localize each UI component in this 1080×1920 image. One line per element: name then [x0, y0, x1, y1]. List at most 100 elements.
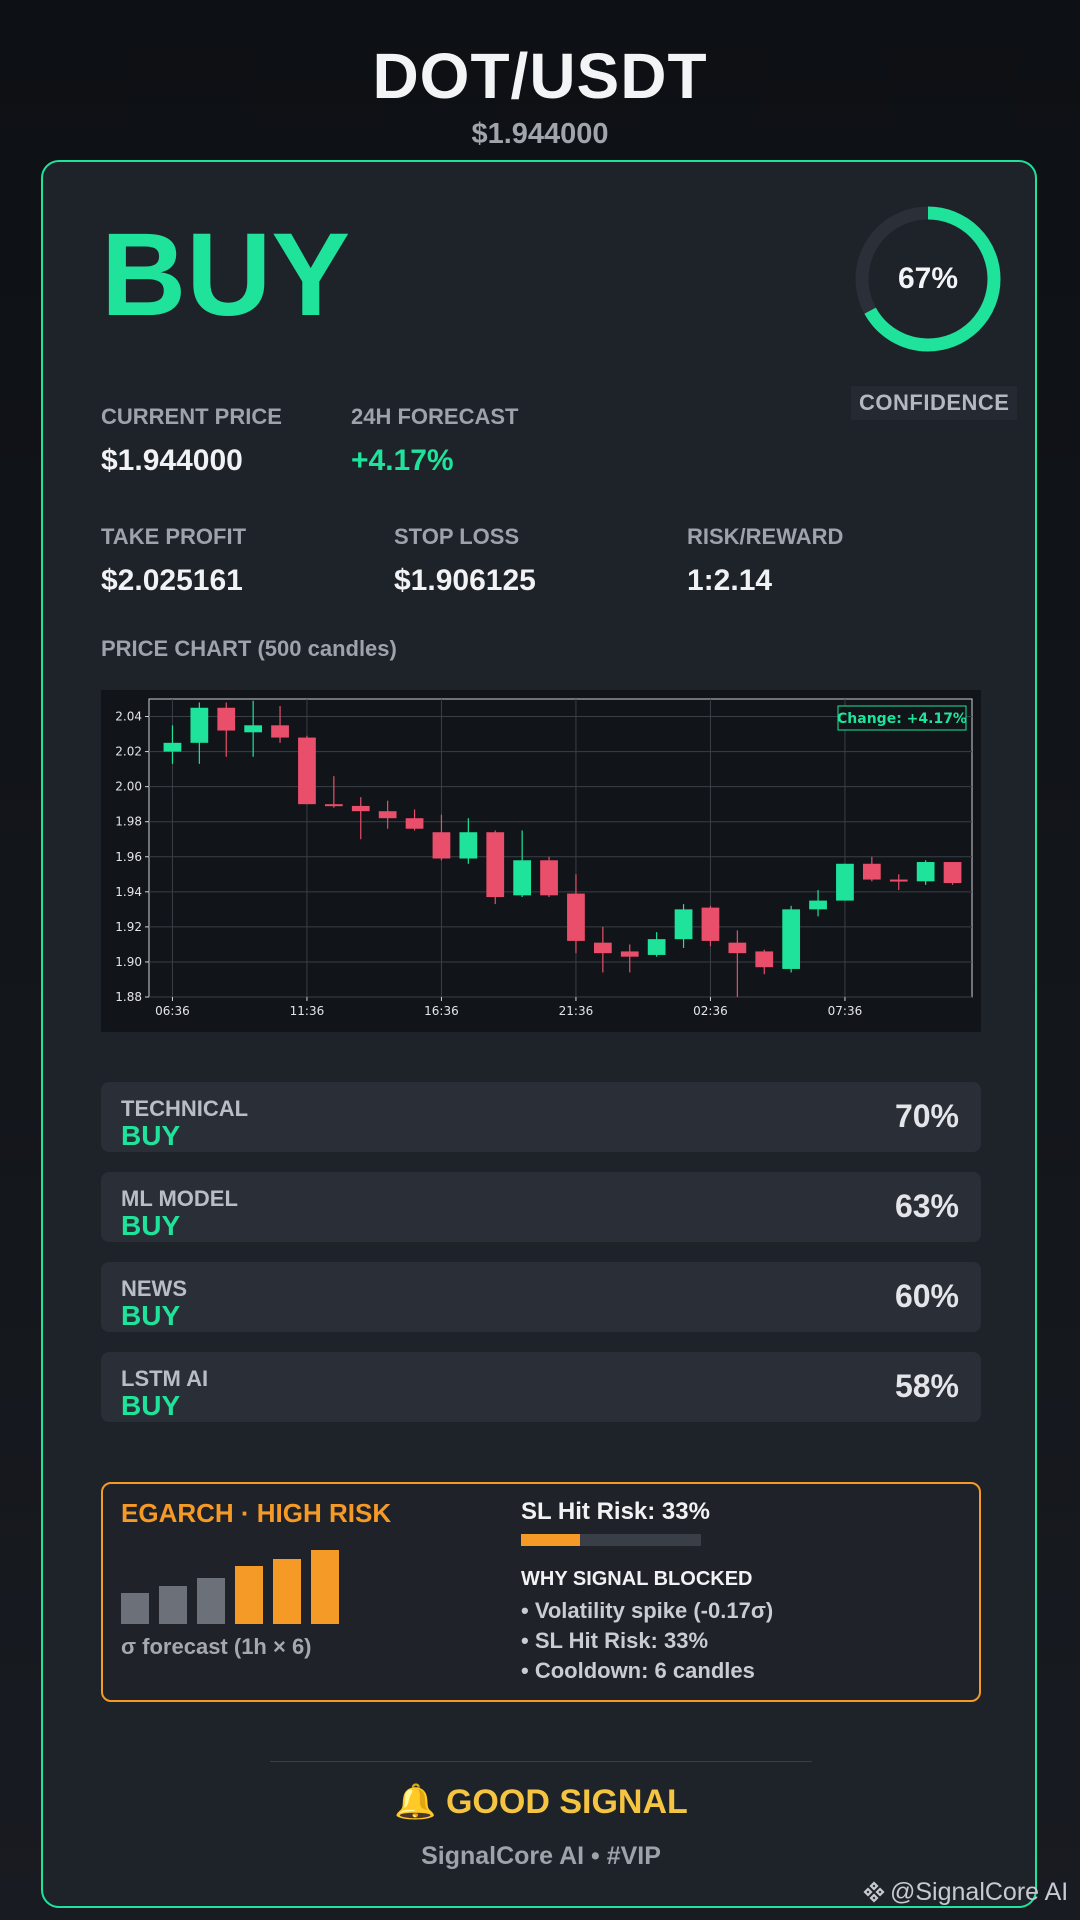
risk-reward-label: RISK/REWARD	[687, 524, 844, 549]
analysis-confidence: 58%	[894, 1368, 959, 1404]
y-tick-label: 1.90	[115, 955, 142, 969]
binance-logo-icon	[862, 1880, 886, 1911]
analysis-signal: BUY	[121, 1210, 181, 1241]
analysis-confidence: 70%	[894, 1098, 959, 1134]
sigma-bar	[159, 1586, 187, 1624]
confidence-label: CONFIDENCE	[851, 386, 1018, 420]
header-price: $1.944000	[471, 118, 609, 150]
sigma-bar	[121, 1593, 149, 1624]
risk-title: EGARCH · HIGH RISK	[121, 1498, 392, 1528]
y-tick-label: 1.98	[115, 815, 142, 829]
forecast-label: 24H FORECAST	[351, 404, 519, 429]
analysis-source: ML MODEL	[121, 1186, 238, 1211]
take-profit-label: TAKE PROFIT	[101, 524, 247, 549]
bear-candle	[378, 811, 397, 819]
bull-candle	[163, 742, 182, 752]
watermark-text: @SignalCore AI	[890, 1878, 1069, 1906]
candlestick-chart: 1.88 1.90 1.92 1.94 1.96 1.98 2.00 2.02 2.04 06:3…	[115, 698, 973, 1018]
sl-hit-risk-label: SL Hit Risk: 33%	[521, 1498, 710, 1525]
sigma-bar	[235, 1566, 263, 1624]
sigma-bars	[121, 1550, 361, 1624]
bull-candle	[513, 860, 532, 896]
analysis-signal: BUY	[121, 1300, 181, 1331]
bear-candle	[298, 737, 316, 805]
sigma-caption: σ forecast (1h × 6)	[121, 1634, 312, 1659]
footer-divider	[270, 1761, 812, 1762]
x-tick-label: 21:36	[559, 1004, 594, 1018]
x-tick-label: 02:36	[693, 1004, 728, 1018]
bear-candle	[324, 804, 343, 807]
blocked-reason: • Volatility spike (-0.17σ)	[521, 1598, 774, 1623]
y-tick-label: 1.96	[115, 850, 142, 864]
bull-candle	[244, 725, 263, 733]
sl-hit-risk-bar	[521, 1534, 701, 1546]
brand-tag: SignalCore AI • #VIP	[421, 1842, 661, 1870]
bear-candle	[889, 879, 908, 882]
header: DOT/USDT $1.944000	[0, 38, 1080, 151]
bull-candle	[809, 900, 827, 910]
y-tick-label: 2.04	[115, 710, 142, 724]
risk-panel: EGARCH · HIGH RISK σ forecast (1h × 6) S…	[101, 1482, 981, 1702]
y-tick-label: 2.02	[115, 745, 142, 759]
x-tick-label: 07:36	[828, 1004, 863, 1018]
confidence-value: 67%	[897, 262, 959, 295]
analysis-signal: BUY	[121, 1390, 181, 1421]
analysis-row: LSTM AI BUY 58%	[101, 1352, 981, 1422]
analysis-source: NEWS	[121, 1276, 187, 1301]
x-tick-label: 06:36	[155, 1004, 190, 1018]
bull-candle	[647, 939, 666, 955]
signal-direction: BUY	[101, 209, 351, 341]
bull-candle	[916, 862, 935, 882]
analysis-confidence: 60%	[894, 1278, 959, 1314]
bear-candle	[217, 707, 236, 731]
analysis-row: ML MODEL BUY 63%	[101, 1172, 981, 1242]
price-chart: 1.88 1.90 1.92 1.94 1.96 1.98 2.00 2.02 2.04 06:3…	[101, 690, 981, 1032]
forecast-value: +4.17%	[351, 444, 454, 477]
bear-candle	[432, 832, 451, 859]
current-price-value: $1.944000	[101, 444, 243, 477]
signal-card: BUY 67% CONFIDENCE CURRENT PRICE $1.9440…	[41, 160, 1037, 1908]
bear-candle	[593, 942, 612, 954]
bear-candle	[486, 832, 505, 898]
y-tick-label: 2.00	[115, 780, 142, 794]
bear-candle	[862, 863, 881, 880]
current-price-label: CURRENT PRICE	[101, 404, 282, 429]
analysis-row: TECHNICAL BUY 70%	[101, 1082, 981, 1152]
blocked-reason: • SL Hit Risk: 33%	[521, 1628, 709, 1653]
bear-candle	[620, 951, 639, 957]
why-blocked-title: WHY SIGNAL BLOCKED	[521, 1568, 753, 1590]
analysis-source: TECHNICAL	[121, 1096, 249, 1121]
bear-candle	[701, 907, 720, 941]
analysis-confidence: 63%	[894, 1188, 959, 1224]
analysis-signal: BUY	[121, 1120, 181, 1151]
bear-candle	[567, 893, 585, 941]
sigma-bar	[311, 1550, 339, 1624]
stop-loss-label: STOP LOSS	[394, 524, 520, 549]
stop-loss-value: $1.906125	[394, 564, 536, 597]
bear-candle	[271, 725, 289, 738]
bull-candle	[190, 707, 209, 743]
x-tick-label: 11:36	[290, 1004, 325, 1018]
good-signal: 🔔 GOOD SIGNAL	[394, 1783, 688, 1821]
chart-title: PRICE CHART (500 candles)	[101, 636, 397, 661]
change-annotation-box	[837, 705, 967, 731]
confidence-gauge: 67%	[853, 204, 1003, 354]
x-tick-label: 16:36	[424, 1004, 459, 1018]
sl-hit-risk-fill	[521, 1534, 581, 1546]
analysis-source: LSTM AI	[121, 1366, 209, 1391]
bear-candle	[351, 805, 370, 812]
bear-candle	[405, 818, 424, 829]
plot-area	[148, 698, 973, 998]
y-tick-label: 1.94	[115, 885, 142, 899]
bear-candle	[540, 860, 558, 896]
bull-candle	[459, 832, 478, 859]
take-profit-value: $2.025161	[101, 564, 243, 597]
risk-reward-value: 1:2.14	[687, 564, 773, 597]
bear-candle	[755, 951, 774, 968]
y-tick-label: 1.92	[115, 920, 142, 934]
confidence-ring	[855, 206, 1001, 352]
confidence-arc	[855, 206, 1001, 352]
y-tick-label: 1.88	[115, 990, 142, 1004]
bear-candle	[943, 862, 962, 884]
pair-title: DOT/USDT	[372, 40, 708, 112]
